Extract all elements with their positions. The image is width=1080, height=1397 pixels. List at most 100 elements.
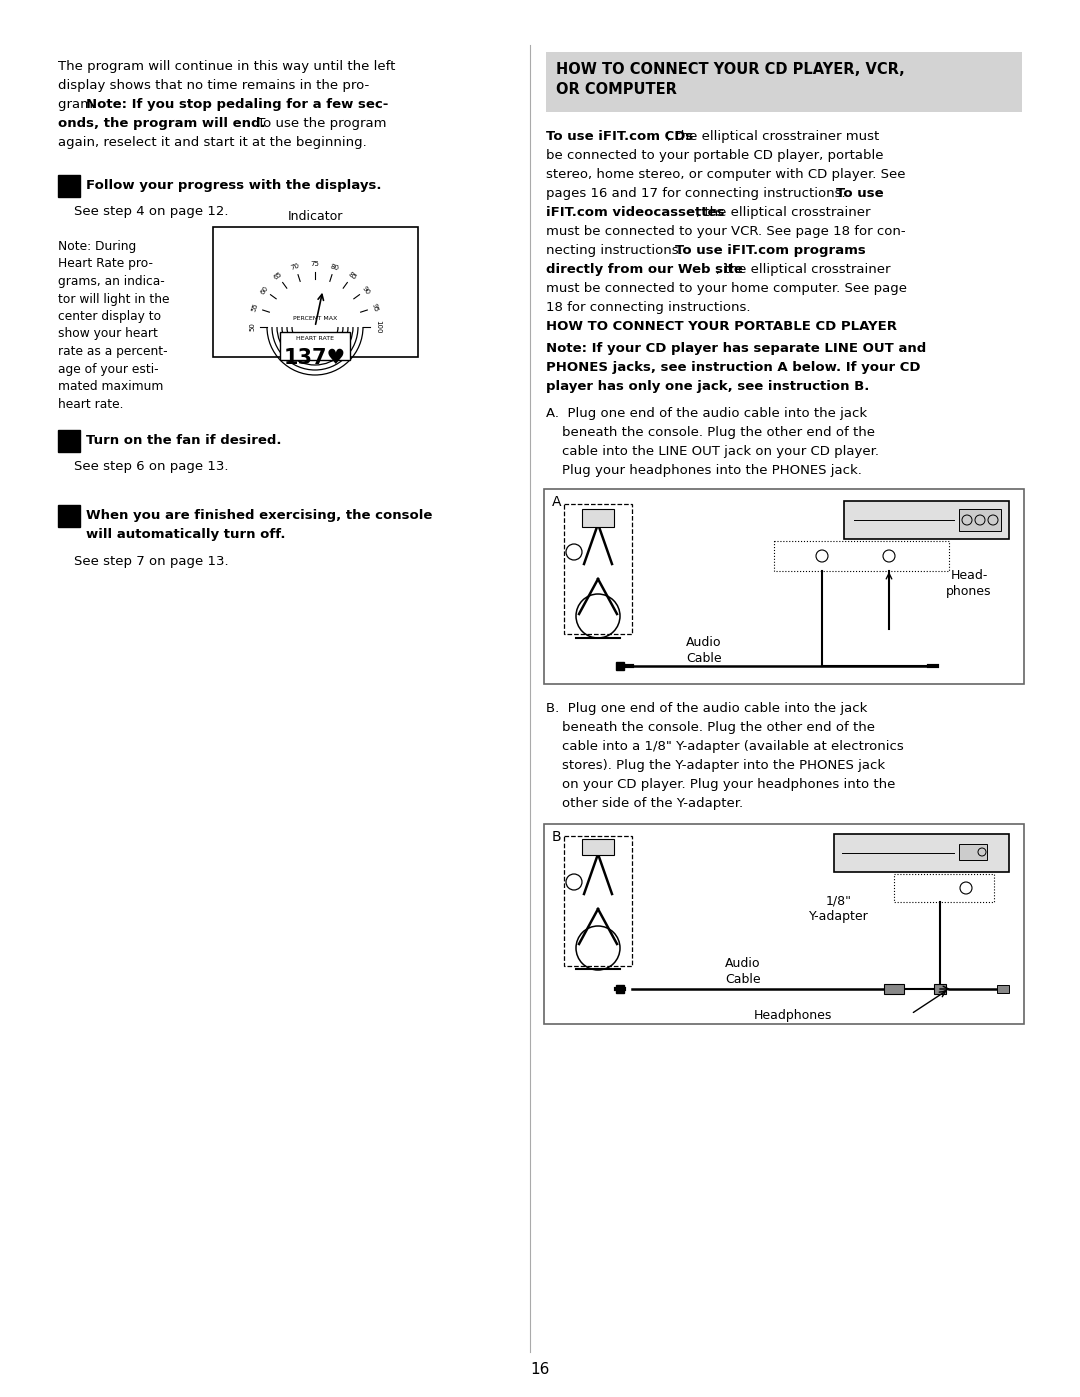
Text: PHONES: PHONES — [899, 877, 936, 887]
Bar — [213, 226, 418, 358]
Text: age of your esti-: age of your esti- — [58, 362, 159, 376]
Text: 18 for connecting instructions.: 18 for connecting instructions. — [546, 300, 751, 314]
Text: mated maximum: mated maximum — [58, 380, 163, 393]
Text: beneath the console. Plug the other end of the: beneath the console. Plug the other end … — [562, 426, 875, 439]
Text: PHONES: PHONES — [843, 546, 881, 555]
Text: 6: 6 — [64, 179, 75, 194]
Circle shape — [883, 550, 895, 562]
Text: be connected to your portable CD player, portable: be connected to your portable CD player,… — [546, 149, 883, 162]
Text: HEART RATE: HEART RATE — [296, 337, 334, 341]
Text: Note: If you stop pedaling for a few sec-: Note: If you stop pedaling for a few sec… — [86, 98, 389, 110]
Text: HOW TO CONNECT YOUR CD PLAYER, VCR,: HOW TO CONNECT YOUR CD PLAYER, VCR, — [556, 61, 905, 77]
Text: 137♥: 137♥ — [284, 348, 346, 367]
Text: When you are finished exercising, the console: When you are finished exercising, the co… — [86, 509, 432, 522]
Bar — [58, 430, 80, 453]
Bar — [58, 504, 80, 527]
Text: Indicator: Indicator — [287, 210, 342, 224]
Text: pages 16 and 17 for connecting instructions.: pages 16 and 17 for connecting instructi… — [546, 187, 850, 200]
Text: Cable: Cable — [725, 972, 760, 986]
Text: Headphones: Headphones — [754, 1009, 833, 1023]
Text: 7: 7 — [64, 433, 75, 448]
Text: 65: 65 — [272, 271, 283, 281]
Bar — [774, 541, 949, 571]
Text: A: A — [552, 495, 562, 509]
Text: Head-: Head- — [950, 569, 988, 583]
Text: See step 6 on page 13.: See step 6 on page 13. — [75, 460, 229, 474]
Text: necting instructions.: necting instructions. — [546, 244, 687, 257]
Text: 75: 75 — [311, 261, 320, 267]
Text: on your CD player. Plug your headphones into the: on your CD player. Plug your headphones … — [562, 778, 895, 791]
Text: A.  Plug one end of the audio cable into the jack: A. Plug one end of the audio cable into … — [546, 407, 867, 420]
Text: 70: 70 — [291, 263, 300, 271]
Text: See step 4 on page 12.: See step 4 on page 12. — [75, 205, 229, 218]
Text: OR COMPUTER: OR COMPUTER — [556, 82, 677, 96]
Text: To use: To use — [836, 187, 883, 200]
Text: display shows that no time remains in the pro-: display shows that no time remains in th… — [58, 80, 369, 92]
Bar — [280, 332, 350, 360]
Text: directly from our Web site: directly from our Web site — [546, 263, 743, 277]
Text: heart rate.: heart rate. — [58, 398, 123, 411]
Text: PERCENT MAX: PERCENT MAX — [293, 317, 337, 321]
Bar — [843, 502, 1009, 539]
Text: , the elliptical crosstrainer: , the elliptical crosstrainer — [716, 263, 891, 277]
Text: HOW TO CONNECT YOUR PORTABLE CD PLAYER: HOW TO CONNECT YOUR PORTABLE CD PLAYER — [546, 320, 897, 332]
Bar — [544, 824, 1024, 1024]
Text: Note: During: Note: During — [58, 240, 136, 253]
Text: Turn on the fan if desired.: Turn on the fan if desired. — [86, 434, 282, 447]
Text: 100: 100 — [375, 320, 381, 334]
Text: PHONES jacks, see instruction A below. If your CD: PHONES jacks, see instruction A below. I… — [546, 360, 920, 374]
Text: Audio: Audio — [726, 957, 760, 970]
Text: stores). Plug the Y-adapter into the PHONES jack: stores). Plug the Y-adapter into the PHO… — [562, 759, 886, 773]
Bar — [616, 662, 624, 671]
Text: To use the program: To use the program — [253, 117, 387, 130]
Text: 90: 90 — [361, 285, 372, 295]
Bar — [616, 985, 624, 993]
Text: center display to: center display to — [58, 310, 161, 323]
Text: 95: 95 — [370, 302, 379, 313]
Bar — [885, 983, 904, 995]
Bar — [959, 509, 1001, 531]
Text: Note: If your CD player has separate LINE OUT and: Note: If your CD player has separate LIN… — [546, 342, 927, 355]
Bar — [564, 504, 632, 634]
Text: onds, the program will end.: onds, the program will end. — [58, 117, 266, 130]
Text: 85: 85 — [347, 271, 357, 281]
Text: 8: 8 — [64, 509, 75, 524]
Text: 80: 80 — [329, 263, 340, 271]
Text: Follow your progress with the displays.: Follow your progress with the displays. — [86, 179, 381, 191]
Text: rate as a percent-: rate as a percent- — [58, 345, 167, 358]
Text: will automatically turn off.: will automatically turn off. — [86, 528, 285, 541]
Bar — [58, 175, 80, 197]
Text: 55: 55 — [251, 302, 259, 313]
Text: must be connected to your VCR. See page 18 for con-: must be connected to your VCR. See page … — [546, 225, 906, 237]
Text: beneath the console. Plug the other end of the: beneath the console. Plug the other end … — [562, 721, 875, 733]
Bar — [894, 875, 994, 902]
Text: cable into the LINE OUT jack on your CD player.: cable into the LINE OUT jack on your CD … — [562, 446, 879, 458]
Text: show your heart: show your heart — [58, 327, 158, 341]
Text: B.  Plug one end of the audio cable into the jack: B. Plug one end of the audio cable into … — [546, 703, 867, 715]
Circle shape — [816, 550, 828, 562]
Text: The program will continue in this way until the left: The program will continue in this way un… — [58, 60, 395, 73]
Text: B: B — [552, 830, 562, 844]
Bar — [564, 835, 632, 965]
Bar — [959, 844, 987, 861]
Bar — [997, 985, 1009, 993]
Text: stereo, home stereo, or computer with CD player. See: stereo, home stereo, or computer with CD… — [546, 168, 905, 182]
Text: tor will light in the: tor will light in the — [58, 292, 170, 306]
Text: grams, an indica-: grams, an indica- — [58, 275, 165, 288]
Bar — [546, 52, 1022, 112]
Text: Y-adapter: Y-adapter — [809, 909, 869, 923]
Text: must be connected to your home computer. See page: must be connected to your home computer.… — [546, 282, 907, 295]
Text: See step 7 on page 13.: See step 7 on page 13. — [75, 555, 229, 569]
Text: again, reselect it and start it at the beginning.: again, reselect it and start it at the b… — [58, 136, 367, 149]
Text: Heart Rate pro-: Heart Rate pro- — [58, 257, 153, 271]
Text: , the elliptical crosstrainer: , the elliptical crosstrainer — [696, 205, 870, 219]
Text: phones: phones — [946, 585, 991, 598]
Bar — [582, 840, 615, 855]
Text: 16: 16 — [530, 1362, 550, 1377]
Text: Plug your headphones into the PHONES jack.: Plug your headphones into the PHONES jac… — [562, 464, 862, 476]
Text: To use iFIT.com CDs: To use iFIT.com CDs — [546, 130, 693, 142]
Bar — [934, 983, 946, 995]
Text: cable into a 1/8" Y-adapter (available at electronics: cable into a 1/8" Y-adapter (available a… — [562, 740, 904, 753]
Bar — [834, 834, 1009, 872]
Text: gram.: gram. — [58, 98, 102, 110]
